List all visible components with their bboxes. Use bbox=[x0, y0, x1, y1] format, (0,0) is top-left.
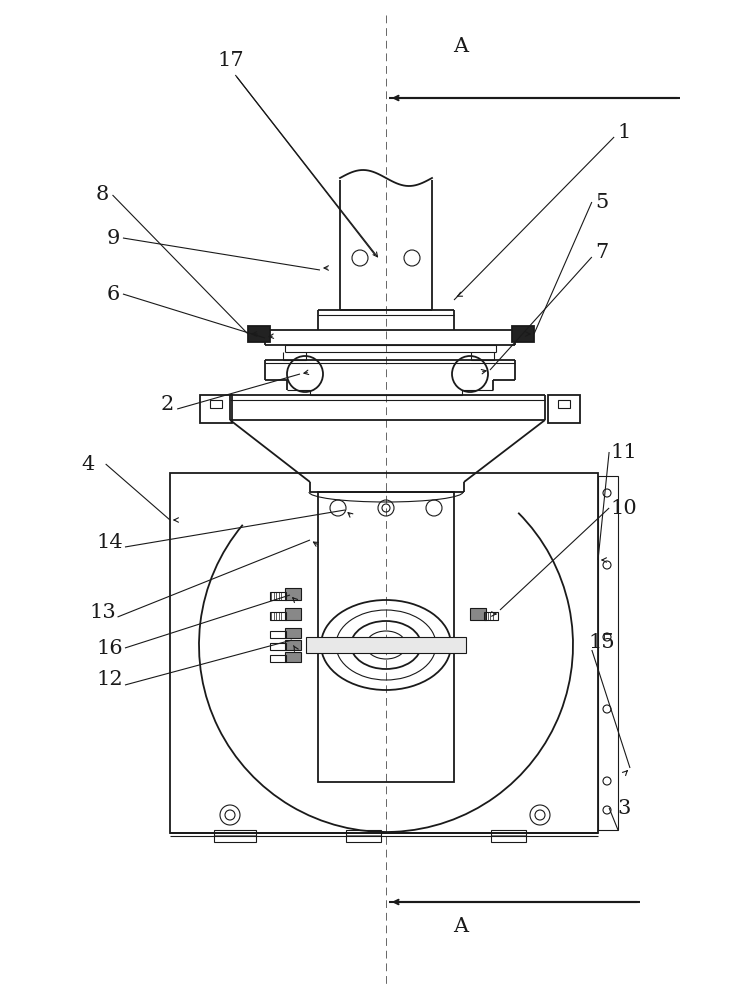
Text: 5: 5 bbox=[595, 192, 609, 212]
Text: A: A bbox=[453, 37, 468, 56]
Text: 7: 7 bbox=[595, 242, 609, 261]
Text: 2: 2 bbox=[160, 394, 174, 414]
Bar bbox=[306, 637, 466, 653]
Text: 6: 6 bbox=[106, 284, 120, 304]
Bar bbox=[200, 395, 232, 423]
Bar bbox=[270, 631, 286, 638]
Bar bbox=[270, 592, 286, 600]
Bar bbox=[285, 628, 301, 638]
Text: 1: 1 bbox=[617, 122, 631, 141]
Bar bbox=[598, 476, 618, 830]
Text: 12: 12 bbox=[97, 670, 123, 689]
Bar bbox=[512, 326, 534, 342]
Text: 13: 13 bbox=[89, 602, 116, 621]
Text: 15: 15 bbox=[588, 633, 615, 652]
Bar bbox=[318, 492, 454, 782]
Bar bbox=[270, 643, 286, 650]
Bar bbox=[285, 608, 301, 620]
Bar bbox=[548, 395, 580, 423]
Bar bbox=[491, 830, 526, 842]
Bar bbox=[270, 655, 286, 662]
Bar bbox=[285, 588, 301, 600]
Text: A: A bbox=[453, 918, 468, 936]
Text: 3: 3 bbox=[617, 798, 631, 818]
Bar bbox=[484, 612, 498, 620]
Bar bbox=[248, 326, 270, 342]
Bar bbox=[270, 612, 286, 620]
Bar bbox=[558, 400, 570, 408]
Bar bbox=[170, 473, 598, 833]
Bar bbox=[285, 640, 301, 650]
Text: 16: 16 bbox=[97, 639, 123, 658]
Text: 14: 14 bbox=[97, 532, 123, 552]
Text: 17: 17 bbox=[217, 50, 244, 70]
Bar bbox=[285, 652, 301, 662]
Text: 4: 4 bbox=[81, 454, 94, 474]
Bar bbox=[346, 830, 381, 842]
Bar bbox=[470, 608, 486, 620]
Text: 9: 9 bbox=[106, 229, 120, 247]
Text: 8: 8 bbox=[96, 186, 109, 205]
Bar bbox=[210, 400, 222, 408]
Text: 10: 10 bbox=[611, 498, 637, 518]
Text: 11: 11 bbox=[611, 442, 637, 462]
Bar bbox=[214, 830, 256, 842]
